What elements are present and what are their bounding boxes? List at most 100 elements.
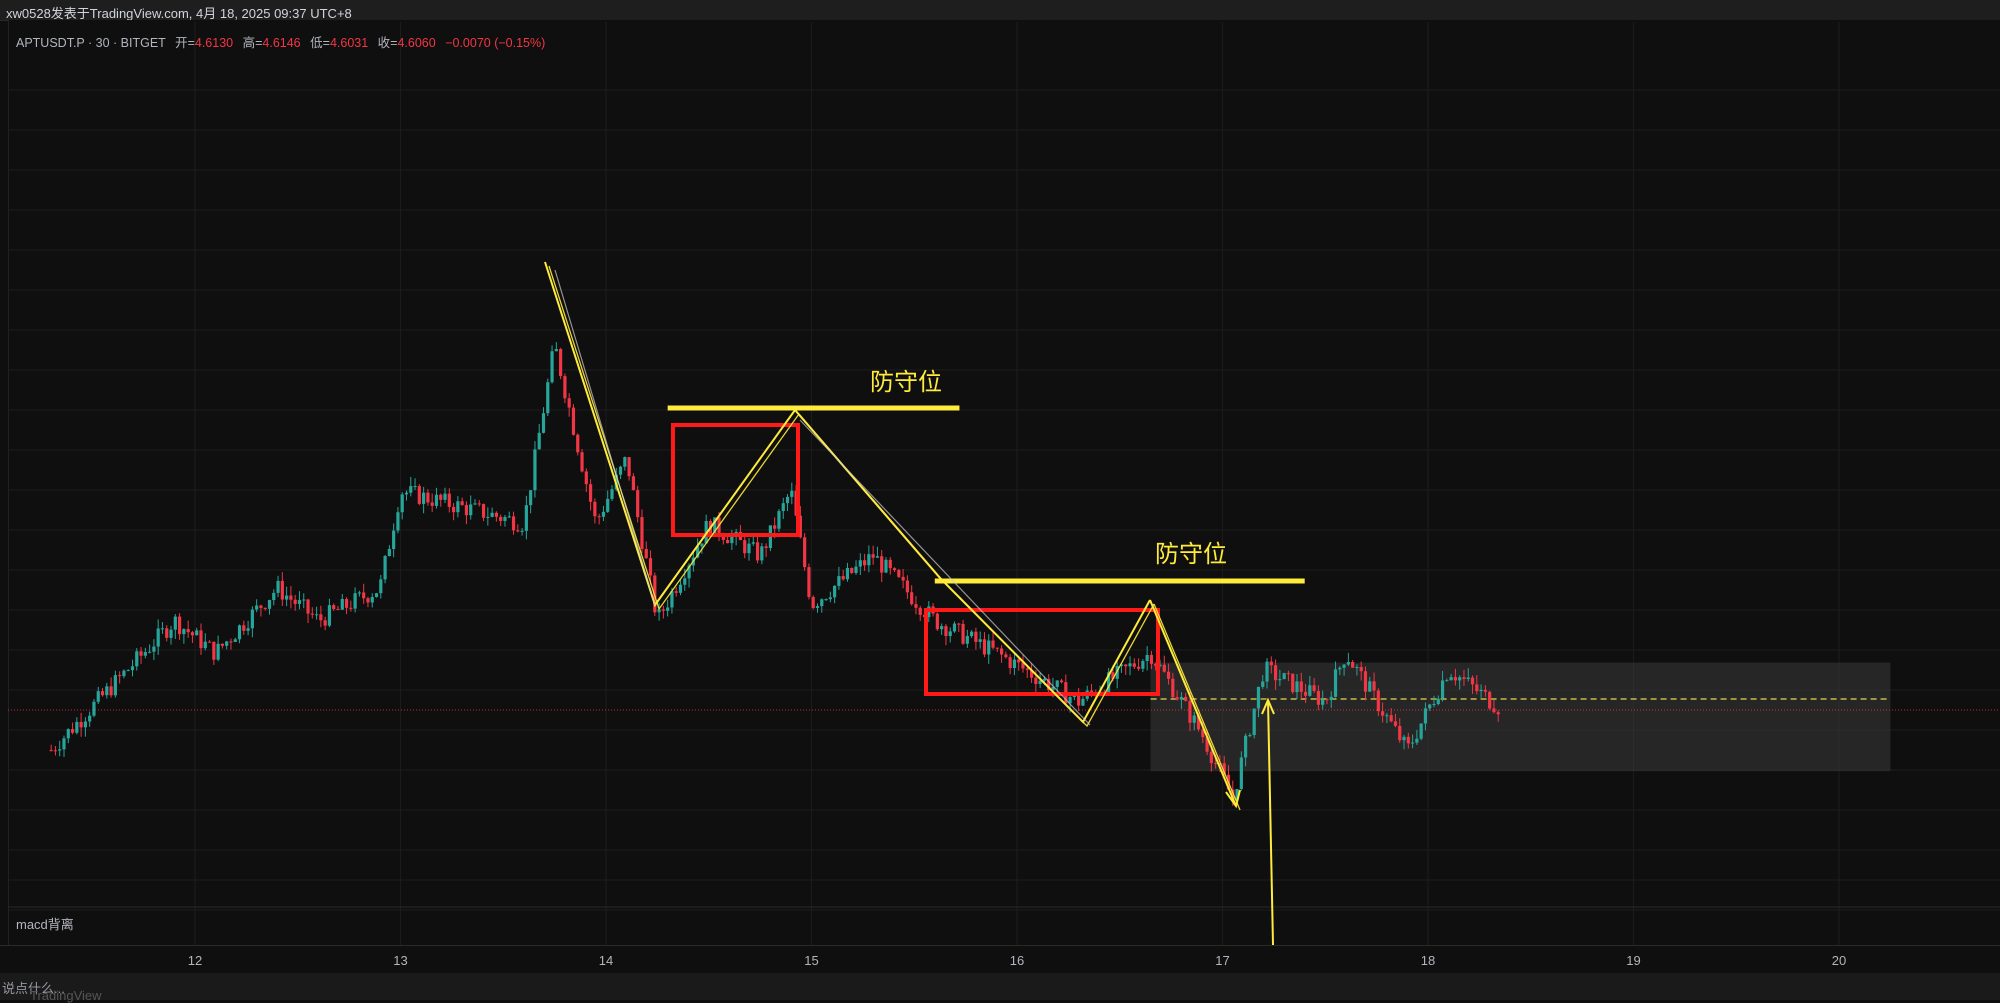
candle-body <box>1034 677 1038 685</box>
candle-body <box>1363 671 1368 692</box>
candle-body <box>755 542 760 561</box>
candle-body <box>730 536 734 544</box>
symbol-label[interactable]: APTUSDT.P · 30 · BITGET <box>16 36 166 50</box>
candle-body <box>764 546 768 548</box>
candle-body <box>486 516 490 518</box>
candle-body <box>897 570 901 577</box>
candle-body <box>1376 690 1380 712</box>
candle-body <box>443 493 447 500</box>
candle-body <box>640 517 644 549</box>
candle-body <box>1286 673 1291 675</box>
candle-body <box>1107 672 1111 694</box>
candle-body <box>1273 665 1278 681</box>
candle-body <box>888 559 892 569</box>
consolidation-zone <box>1150 662 1891 772</box>
candle-body <box>1316 690 1320 705</box>
candle-body <box>875 556 880 558</box>
candle-body <box>396 512 400 531</box>
candle-body <box>203 641 207 649</box>
candle-body <box>858 560 862 567</box>
candle-body <box>207 641 212 643</box>
candle-body <box>426 492 430 503</box>
candle-body <box>1051 686 1055 691</box>
chart-area[interactable] <box>8 20 2000 945</box>
candle-body <box>597 516 601 518</box>
candle-body <box>105 686 109 696</box>
candle-body <box>944 626 948 637</box>
candle-body <box>122 670 126 677</box>
candle-body <box>862 560 867 566</box>
candle-body <box>276 580 280 593</box>
candle-body <box>1372 681 1376 691</box>
candle-body <box>336 608 340 610</box>
candle-body <box>567 398 571 408</box>
candle-body <box>978 639 982 642</box>
candle-body <box>1436 698 1440 705</box>
candle-body <box>798 515 802 538</box>
candle-body <box>666 607 670 611</box>
candle-body <box>533 449 537 491</box>
candle-body <box>1291 673 1295 693</box>
x-tick-label: 14 <box>599 953 613 968</box>
candle-body <box>272 592 276 601</box>
candle-body <box>571 407 576 435</box>
candle-body <box>135 651 139 667</box>
candle-body <box>781 503 785 512</box>
change-value: −0.0070 (−0.15%) <box>445 36 546 50</box>
candle-body <box>366 598 370 603</box>
comment-input-hint[interactable]: 说点什么... <box>2 981 65 996</box>
candle-body <box>1149 654 1154 664</box>
candle-body <box>935 613 939 630</box>
candle-body <box>1179 696 1183 700</box>
x-axis[interactable]: 12 13 14 15 16 17 18 19 20 <box>0 945 2000 974</box>
candle-body <box>220 643 224 646</box>
candle-body <box>743 540 747 554</box>
candle-body <box>696 546 700 558</box>
candle-body <box>1111 672 1115 679</box>
candle-body <box>267 600 272 609</box>
candle-body <box>648 558 653 576</box>
candle-body <box>661 609 665 611</box>
candle-body <box>507 516 511 518</box>
candle-body <box>246 628 250 631</box>
candle-body <box>1192 715 1196 723</box>
candle-body <box>807 567 811 597</box>
candle-body <box>987 640 991 655</box>
candle-body <box>1012 659 1017 669</box>
comment-bar: 说点什么... TradingView <box>0 973 2000 1003</box>
candle-body <box>259 605 263 608</box>
candle-body <box>516 530 520 532</box>
candle-body <box>1004 654 1008 658</box>
candle-body <box>982 639 987 655</box>
candle-body <box>563 376 567 399</box>
candle-body <box>383 556 387 580</box>
candle-body <box>584 471 588 485</box>
candle-body <box>1166 671 1171 679</box>
candle-body <box>606 498 610 512</box>
candle-body <box>1282 673 1286 680</box>
candle-body <box>139 651 143 656</box>
candle-body <box>285 595 289 600</box>
candle-body <box>601 511 606 517</box>
candle-body <box>430 502 434 506</box>
candle-body <box>1119 664 1124 666</box>
candle-body <box>1488 691 1492 709</box>
candle-body <box>1428 704 1432 709</box>
candle-body <box>850 568 854 573</box>
candle-body <box>327 605 332 626</box>
candle-body <box>481 504 486 518</box>
candle-body <box>1329 696 1333 701</box>
candle-body <box>387 548 391 557</box>
candle-body <box>212 641 216 660</box>
candle-body <box>1132 663 1136 667</box>
candle-body <box>790 490 794 497</box>
candle-body <box>970 631 974 637</box>
candle-body <box>190 632 195 636</box>
x-tick-label: 12 <box>188 953 202 968</box>
candle-body <box>721 535 725 540</box>
x-tick-label: 17 <box>1215 953 1229 968</box>
candle-body <box>1483 689 1487 692</box>
candle-body <box>1295 681 1299 693</box>
candle-body <box>242 625 246 631</box>
